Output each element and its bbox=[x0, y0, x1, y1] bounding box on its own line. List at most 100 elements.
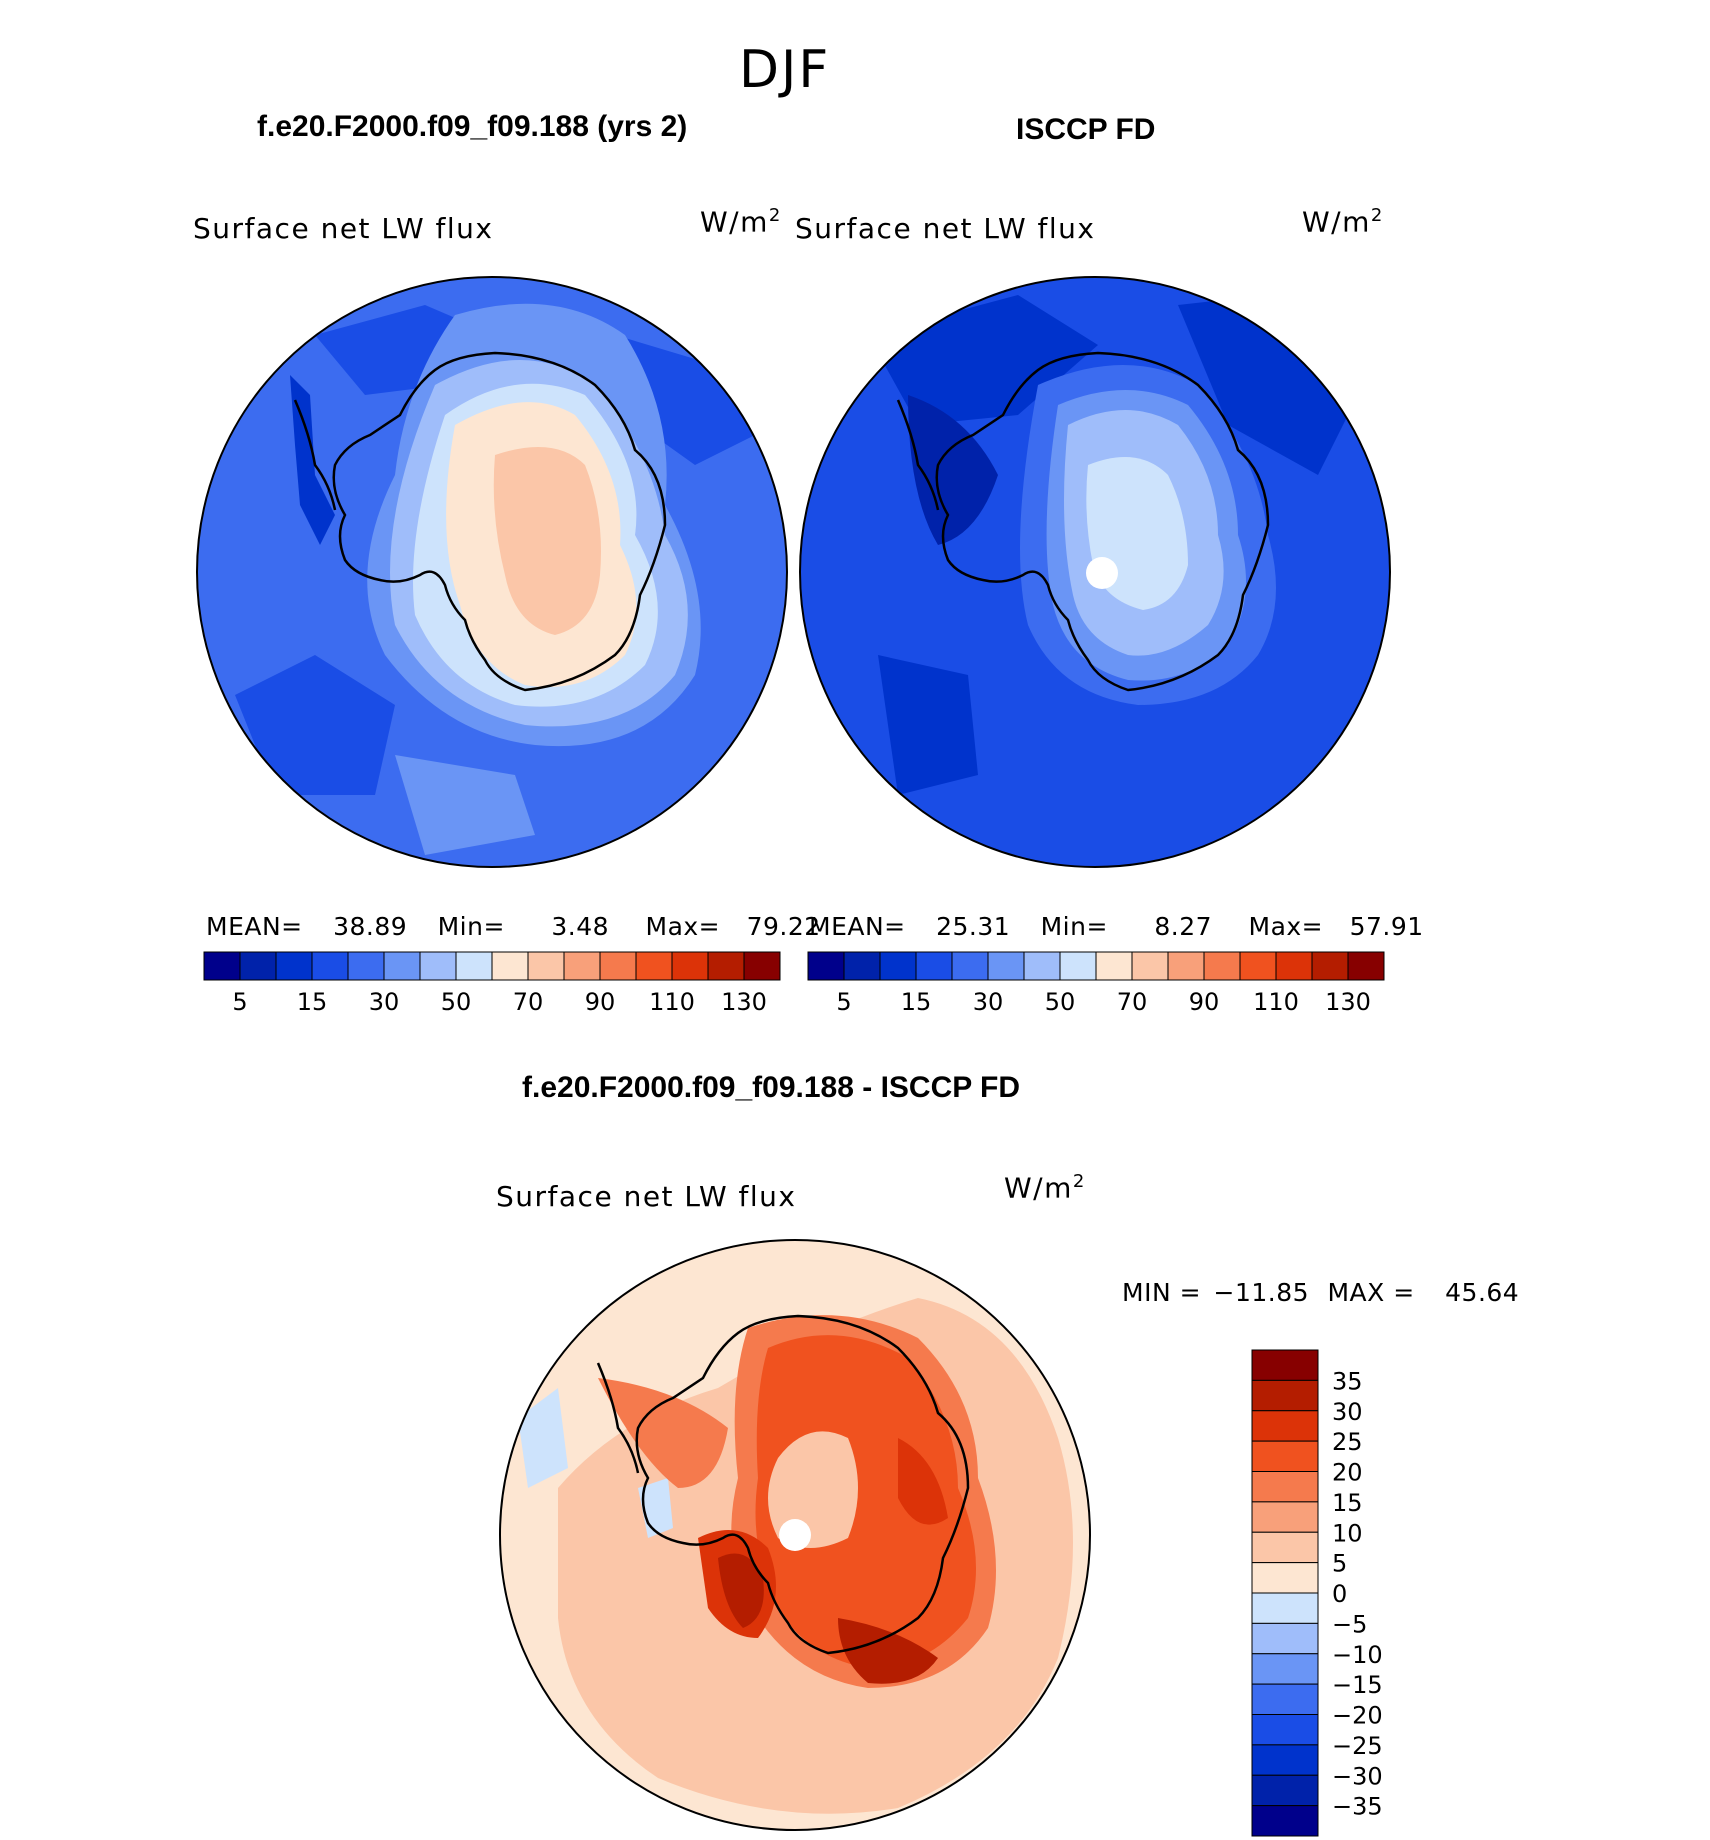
diff-colorbar-tick-label: 30 bbox=[1332, 1398, 1363, 1426]
panel-1-max-label: Max= bbox=[645, 912, 721, 941]
diff-colorbar-swatch-5 bbox=[1251, 1501, 1319, 1533]
diff-colorbar-swatch-9 bbox=[1251, 1622, 1319, 1655]
panel-2-colorbar-swatch-7 bbox=[1059, 951, 1097, 981]
diff-colorbar-swatch-12 bbox=[1251, 1714, 1319, 1746]
diff-colorbar-swatch-2 bbox=[1251, 1410, 1319, 1442]
diff-colorbar-swatch-4 bbox=[1251, 1471, 1319, 1503]
panel-2-colorbar-swatch-1 bbox=[843, 951, 881, 981]
panel-2-colorbar-tick-label: 110 bbox=[1253, 988, 1299, 1016]
panel-2-colorbar-swatch-0 bbox=[807, 951, 845, 981]
panel-1-min-label: Min= bbox=[437, 912, 505, 941]
panel-1-colorbar-swatch-14 bbox=[707, 951, 745, 981]
panel-2-units: W/m2 bbox=[1302, 205, 1384, 239]
panel-1-colorbar-swatch-10 bbox=[563, 951, 601, 981]
panel-1-colorbar-swatch-12 bbox=[635, 951, 673, 981]
panel-1-units: W/m2 bbox=[700, 205, 782, 239]
panel-1-colorbar-swatch-5 bbox=[383, 951, 421, 981]
panel-2-colorbar-swatch-6 bbox=[1023, 951, 1061, 981]
diff-colorbar-swatch-11 bbox=[1251, 1683, 1319, 1715]
diff-colorbar-tick-label: −5 bbox=[1332, 1610, 1367, 1638]
panel-1-colorbar-tick-label: 130 bbox=[721, 988, 767, 1016]
panel-1-colorbar-swatch-13 bbox=[671, 951, 709, 981]
panel-2-colorbar-tick-label: 15 bbox=[901, 988, 932, 1016]
diff-colorbar-swatch-13 bbox=[1251, 1744, 1319, 1776]
diff-min-value: −11.85 bbox=[1213, 1278, 1310, 1307]
panel-1-colorbar-swatch-9 bbox=[527, 951, 565, 981]
panel-2-colorbar-swatch-8 bbox=[1095, 951, 1133, 981]
diff-max-label: MAX = bbox=[1327, 1278, 1415, 1307]
diff-variable-label: Surface net LW flux bbox=[496, 1180, 797, 1213]
diff-colorbar-swatch-3 bbox=[1251, 1440, 1319, 1472]
panel-1-colorbar: 5 15 30 50 70 90 110 130 bbox=[203, 951, 781, 1016]
panel-1-colorbar-tick-label: 90 bbox=[585, 988, 616, 1016]
panel-2-colorbar-swatch-14 bbox=[1311, 951, 1349, 981]
season-title: DJF bbox=[739, 40, 831, 100]
diff-colorbar-swatch-8 bbox=[1251, 1592, 1319, 1624]
panel-1-colorbar-swatch-0 bbox=[203, 951, 241, 981]
diff-colorbar-swatch-7 bbox=[1251, 1562, 1319, 1594]
panel-1-colorbar-swatch-7 bbox=[455, 951, 493, 981]
diff-colorbar-tick-label: 5 bbox=[1332, 1550, 1347, 1578]
panel-1-mean-value: 38.89 bbox=[333, 912, 408, 941]
diff-colorbar-swatch-0 bbox=[1251, 1349, 1319, 1381]
panel-2-colorbar-swatch-13 bbox=[1275, 951, 1313, 981]
panel-2-title: ISCCP FD bbox=[1016, 113, 1156, 146]
diff-colorbar-tick-label: 20 bbox=[1332, 1459, 1363, 1487]
diff-colorbar-tick-label: 15 bbox=[1332, 1489, 1363, 1517]
panel-2-colorbar-tick-label: 90 bbox=[1189, 988, 1220, 1016]
panel-1-colorbar-swatch-1 bbox=[239, 951, 277, 981]
diff-colorbar-tick-label: 35 bbox=[1332, 1367, 1363, 1395]
diff-colorbar-swatch-6 bbox=[1251, 1531, 1319, 1564]
diff-colorbar-swatch-1 bbox=[1251, 1379, 1319, 1412]
panel-2-colorbar: 5 15 30 50 70 90 110 130 bbox=[807, 951, 1385, 1016]
panel-2-max-label: Max= bbox=[1248, 912, 1324, 941]
panel-2-variable-label: Surface net LW flux bbox=[795, 212, 1096, 245]
panel-2-colorbar-swatch-4 bbox=[951, 951, 989, 981]
panel-2-min-label: Min= bbox=[1040, 912, 1108, 941]
panel-1-colorbar-tick-label: 5 bbox=[232, 988, 247, 1016]
diff-colorbar-tick-label: 10 bbox=[1332, 1519, 1363, 1547]
panel-2-min-value: 8.27 bbox=[1154, 912, 1213, 941]
diff-colorbar-tick-label: 0 bbox=[1332, 1580, 1347, 1608]
panel-2-map bbox=[799, 276, 1391, 868]
panel-1-mean-label: MEAN= bbox=[206, 912, 303, 941]
diff-colorbar-tick-label: 25 bbox=[1332, 1428, 1363, 1456]
panel-2-colorbar-swatch-5 bbox=[987, 951, 1025, 981]
diff-min-label: MIN = bbox=[1122, 1278, 1202, 1307]
panel-1-colorbar-tick-label: 70 bbox=[513, 988, 544, 1016]
panel-2-colorbar-swatch-2 bbox=[879, 951, 917, 981]
diff-colorbar-tick-label: −10 bbox=[1332, 1641, 1383, 1669]
panel-2-stats: MEAN= 25.31 Min= 8.27 Max= 57.91 bbox=[809, 912, 1423, 941]
panel-1-colorbar-swatch-3 bbox=[311, 951, 349, 981]
panel-2-colorbar-swatch-15 bbox=[1347, 951, 1385, 981]
panel-2-colorbar-swatch-12 bbox=[1239, 951, 1277, 981]
panel-1-colorbar-tick-label: 50 bbox=[441, 988, 472, 1016]
panel-2-max-value: 57.91 bbox=[1349, 912, 1424, 941]
panel-2-colorbar-tick-label: 30 bbox=[973, 988, 1004, 1016]
panel-1-colorbar-tick-label: 110 bbox=[649, 988, 695, 1016]
panel-2-colorbar-swatch-10 bbox=[1167, 951, 1205, 981]
panel-2-colorbar-swatch-9 bbox=[1131, 951, 1169, 981]
panel-2-colorbar-tick-label: 70 bbox=[1117, 988, 1148, 1016]
diff-title: f.e20.F2000.f09_f09.188 - ISCCP FD bbox=[522, 1071, 1021, 1104]
panel-2-colorbar-swatch-3 bbox=[915, 951, 953, 981]
panel-1-colorbar-tick-label: 15 bbox=[297, 988, 328, 1016]
panel-1-min-value: 3.48 bbox=[551, 912, 610, 941]
diff-colorbar-tick-label: −15 bbox=[1332, 1671, 1383, 1699]
panel-2-colorbar-swatch-11 bbox=[1203, 951, 1241, 981]
panel-2-colorbar-tick-label: 130 bbox=[1325, 988, 1371, 1016]
panel-1-variable-label: Surface net LW flux bbox=[193, 212, 494, 245]
diff-minmax: MIN = −11.85 MAX = 45.64 bbox=[1122, 1278, 1519, 1307]
diff-colorbar-swatch-10 bbox=[1251, 1653, 1319, 1685]
diff-colorbar-tick-label: −20 bbox=[1332, 1702, 1383, 1730]
panel-2-colorbar-tick-label: 50 bbox=[1045, 988, 1076, 1016]
diff-colorbar-tick-label: −30 bbox=[1332, 1762, 1383, 1790]
diff-colorbar-tick-label: −25 bbox=[1332, 1732, 1383, 1760]
panel-1-colorbar-swatch-11 bbox=[599, 951, 637, 981]
diff-colorbar-swatch-14 bbox=[1251, 1774, 1319, 1807]
panel-2-colorbar-tick-label: 5 bbox=[836, 988, 851, 1016]
panel-1-stats: MEAN= 38.89 Min= 3.48 Max= 79.22 bbox=[206, 912, 820, 941]
panel-1-colorbar-swatch-6 bbox=[419, 951, 457, 981]
panel-1-map bbox=[196, 276, 788, 868]
